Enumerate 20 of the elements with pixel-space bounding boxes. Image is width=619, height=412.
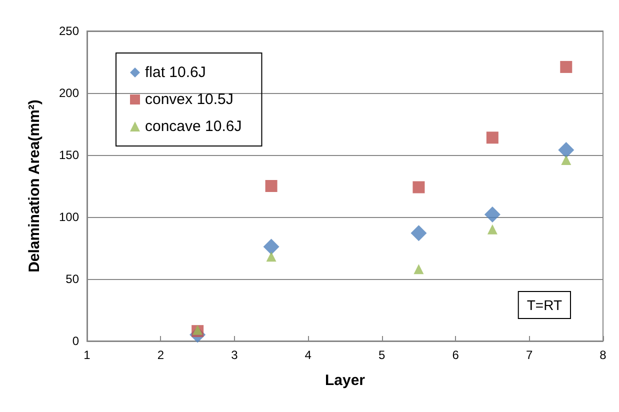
x-tick-label: 5 [378,348,386,362]
x-tick-label: 6 [452,348,460,362]
x-tick-label: 3 [231,348,238,362]
y-tick-label: 0 [72,334,80,348]
x-tick-label: 1 [84,348,91,362]
legend-label: concave 10.6J [145,118,242,135]
x-tick-label: 4 [304,348,312,362]
legend-label: flat 10.6J [145,64,206,81]
x-axis-title: Layer [324,372,366,389]
y-tick-label: 200 [58,86,80,100]
y-tick-label: 50 [66,272,80,286]
x-tick-label: 2 [157,348,164,362]
y-tick-label: 250 [58,24,80,38]
y-tick-label: 150 [58,148,80,162]
y-tick-label: 100 [58,210,80,224]
y-axis-title: Delamination Area(mm²) [26,100,43,272]
legend-label: convex 10.5J [145,91,234,108]
x-tick-label: 7 [526,348,533,362]
x-tick-label: 8 [600,348,607,362]
annotation: T=RT [526,297,562,313]
